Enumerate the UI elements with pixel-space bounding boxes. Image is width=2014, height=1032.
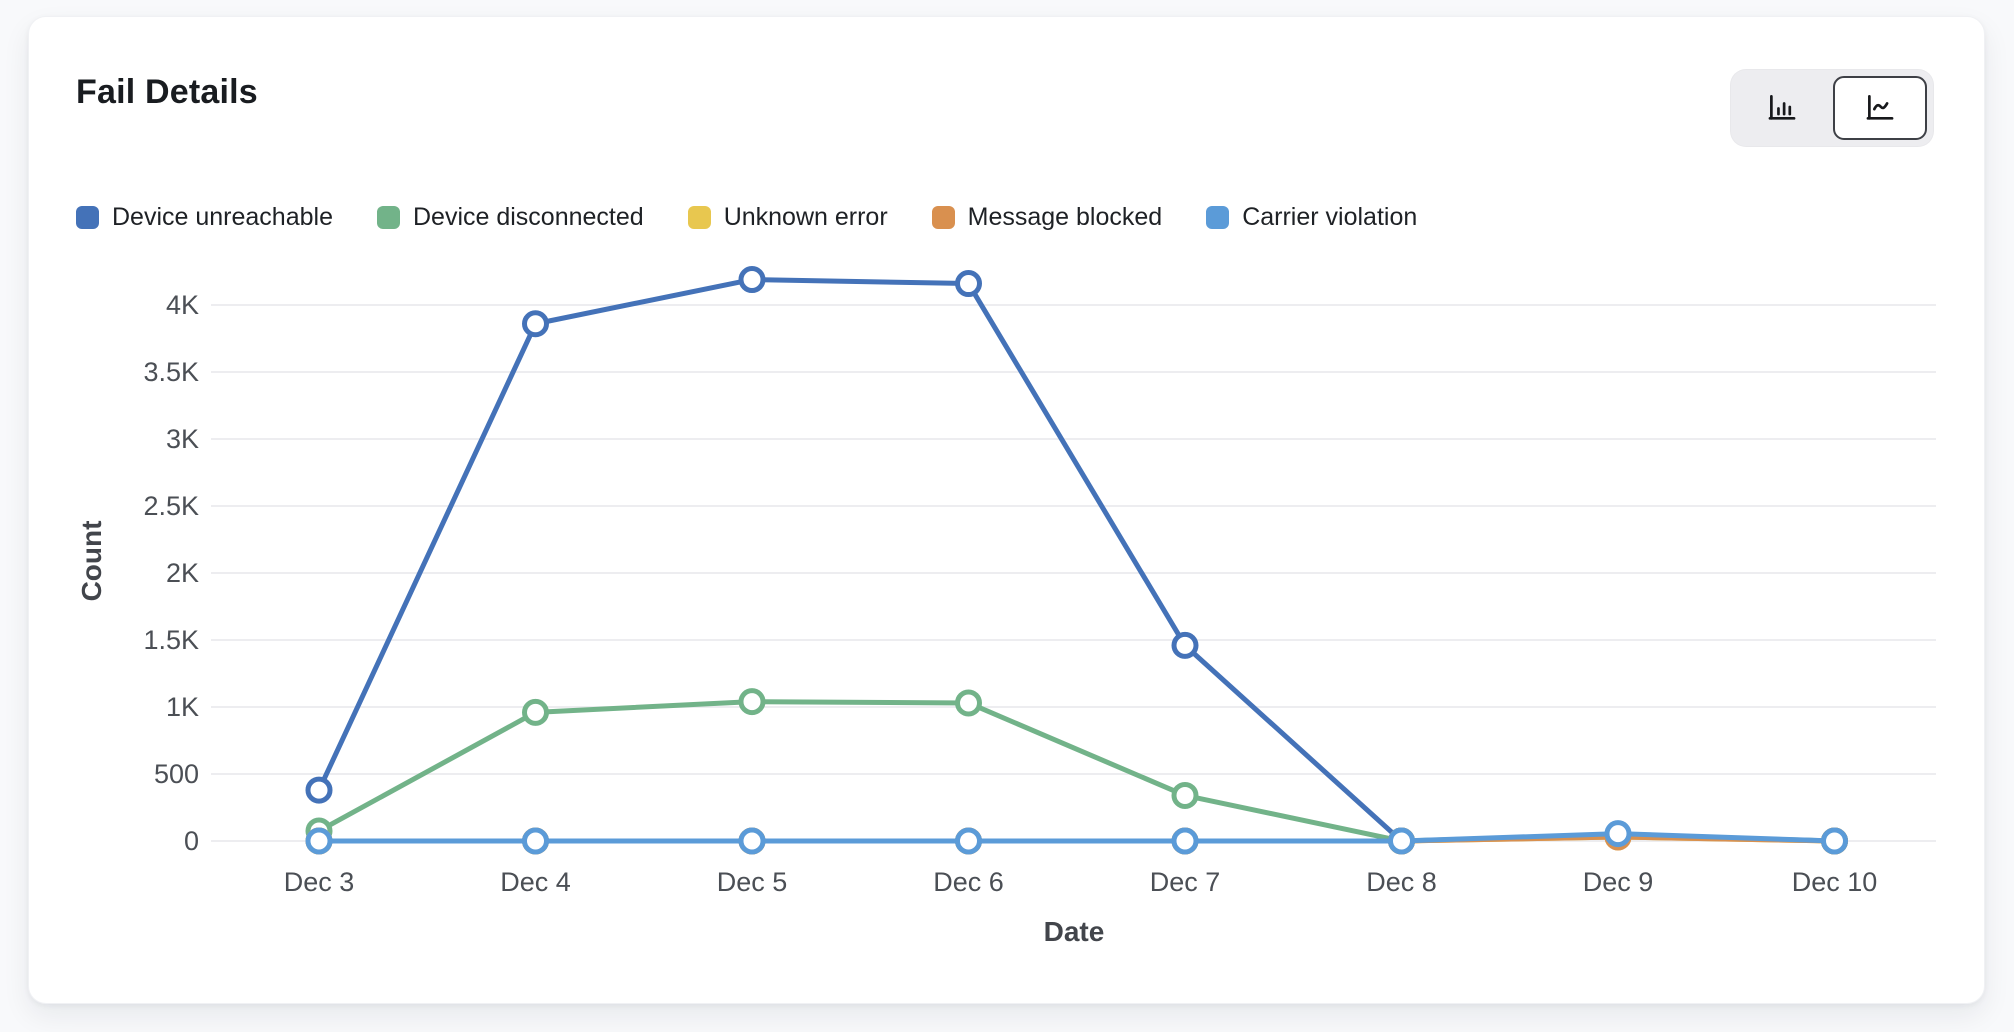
- x-tick-label: Dec 5: [717, 867, 788, 897]
- data-point[interactable]: [1171, 631, 1199, 659]
- gridlines: [211, 304, 1936, 842]
- series-line-0: [316, 277, 1837, 844]
- legend-item-unknown-error[interactable]: Unknown error: [687, 203, 888, 232]
- legend-item-carrier-violation[interactable]: Carrier violation: [1206, 203, 1417, 232]
- x-axis-title: Date: [1044, 916, 1105, 947]
- line-chart-view-button[interactable]: [1833, 76, 1927, 140]
- page-title: Fail Details: [76, 73, 258, 111]
- data-point[interactable]: [1821, 827, 1848, 855]
- legend-swatch: [931, 206, 955, 229]
- data-point[interactable]: [955, 827, 982, 855]
- x-tick-label: Dec 6: [933, 867, 1004, 897]
- legend-item-device-disconnected[interactable]: Device disconnected: [376, 203, 644, 232]
- chart-area: 0 500 1K 1.5K 2K 2.5K 3K 3.5K 4K Dec 3 Dec 4 Dec 5…: [61, 251, 1961, 961]
- data-point[interactable]: [305, 827, 333, 855]
- series-lines: [305, 266, 1848, 855]
- y-tick-label: 500: [154, 759, 199, 789]
- legend-label: Carrier violation: [1242, 203, 1418, 231]
- y-tick-label: 4K: [166, 290, 199, 320]
- y-tick-label: 3K: [166, 424, 199, 454]
- bar-chart-view-button[interactable]: [1737, 76, 1827, 140]
- series-line-4: [316, 831, 1837, 844]
- y-tick-label: 1K: [166, 692, 199, 722]
- data-point[interactable]: [522, 698, 549, 726]
- y-tick-label: 0: [184, 826, 199, 856]
- data-point[interactable]: [1388, 827, 1415, 855]
- data-point[interactable]: [955, 689, 982, 717]
- x-tick-label: Dec 10: [1792, 867, 1878, 897]
- x-tick-label: Dec 9: [1583, 867, 1654, 897]
- data-point[interactable]: [1604, 820, 1632, 848]
- data-point[interactable]: [522, 827, 549, 855]
- legend-swatch: [1206, 206, 1230, 229]
- legend-label: Device unreachable: [112, 203, 333, 231]
- y-tick-label: 2K: [166, 558, 199, 588]
- data-point[interactable]: [1171, 827, 1199, 855]
- chart-type-toggle: [1730, 69, 1934, 147]
- y-tick-label: 2.5K: [143, 491, 199, 521]
- legend-label: Unknown error: [723, 203, 888, 231]
- line-chart-icon: [1863, 90, 1897, 127]
- data-point[interactable]: [1171, 781, 1199, 809]
- chart-legend: Device unreachable Device disconnected U…: [76, 203, 1417, 232]
- legend-swatch: [376, 206, 400, 229]
- bar-chart-icon: [1765, 90, 1799, 127]
- legend-swatch: [76, 206, 99, 229]
- x-tick-label: Dec 7: [1150, 867, 1221, 897]
- y-axis-tick-labels: 0 500 1K 1.5K 2K 2.5K 3K 3.5K 4K: [143, 290, 199, 856]
- data-point[interactable]: [738, 266, 766, 294]
- x-tick-label: Dec 4: [500, 867, 571, 897]
- legend-item-device-unreachable[interactable]: Device unreachable: [76, 203, 333, 232]
- x-axis-tick-labels: Dec 3 Dec 4 Dec 5 Dec 6 Dec 7 Dec 8 Dec 9 Dec 1…: [284, 867, 1878, 897]
- series-line-1: [316, 699, 1837, 844]
- legend-label: Message blocked: [967, 203, 1163, 231]
- x-tick-label: Dec 8: [1366, 867, 1437, 897]
- data-point[interactable]: [738, 827, 766, 855]
- fail-details-line-chart[interactable]: 0 500 1K 1.5K 2K 2.5K 3K 3.5K 4K Dec 3 Dec 4 Dec 5…: [61, 251, 1961, 961]
- data-point[interactable]: [305, 776, 333, 804]
- x-tick-label: Dec 3: [284, 867, 355, 897]
- data-point[interactable]: [522, 310, 549, 338]
- legend-swatch: [687, 206, 711, 229]
- fail-details-card: Fail Details: [28, 16, 1985, 1004]
- legend-item-message-blocked[interactable]: Message blocked: [931, 203, 1163, 232]
- data-point[interactable]: [738, 688, 766, 716]
- data-point[interactable]: [955, 270, 982, 298]
- legend-label: Device disconnected: [412, 203, 644, 231]
- y-tick-label: 1.5K: [143, 625, 199, 655]
- y-axis-title: Count: [76, 521, 107, 602]
- y-tick-label: 3.5K: [143, 357, 199, 387]
